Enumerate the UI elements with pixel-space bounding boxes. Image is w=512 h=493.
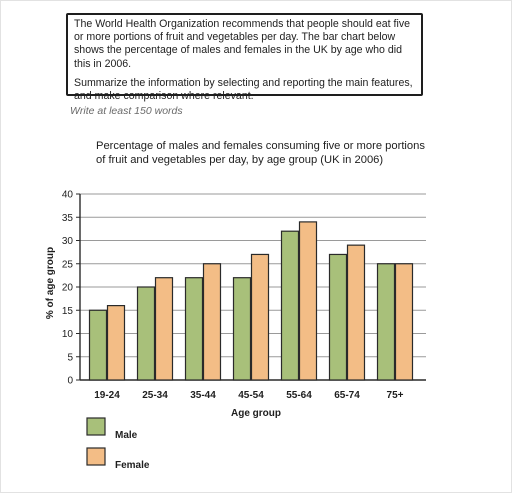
y-tick-label: 15 xyxy=(62,306,74,317)
bar-male-35-44 xyxy=(184,277,204,381)
y-axis-title: % of age group xyxy=(45,247,56,319)
x-axis-title: Age group xyxy=(231,408,281,419)
y-tick-label: 40 xyxy=(62,190,74,201)
bar-male-55-64 xyxy=(280,230,300,381)
bar-male-65-74 xyxy=(328,253,348,381)
task-prompt-box: The World Health Organization recommends… xyxy=(66,13,423,102)
bar-male-25-34 xyxy=(136,286,156,381)
bar-female-25-34 xyxy=(154,277,174,381)
x-tick-label: 75+ xyxy=(387,390,404,401)
y-tick-label: 0 xyxy=(67,376,73,387)
y-tick-label: 10 xyxy=(62,329,74,340)
chart-title: Percentage of males and females consumin… xyxy=(96,140,425,166)
x-tick-label: 65-74 xyxy=(334,390,360,401)
legend: Male Female xyxy=(86,417,150,471)
x-tick-label: 19-24 xyxy=(94,390,120,401)
y-tick-label: 5 xyxy=(67,352,73,363)
bar-female-45-54 xyxy=(250,253,270,381)
legend-swatch-male xyxy=(86,417,106,436)
bar-female-55-64 xyxy=(298,221,318,381)
bar-male-19-24 xyxy=(88,309,108,381)
y-tick-label: 35 xyxy=(62,213,74,224)
word-count-instruction: Write at least 150 words xyxy=(70,105,183,117)
y-tick-label: 30 xyxy=(62,236,74,247)
legend-label-male: Male xyxy=(115,430,138,441)
task-paragraph-2: Summarize the information by selecting a… xyxy=(74,76,413,103)
y-axis-ticks: 0 5 10 15 20 25 30 35 40 xyxy=(62,190,81,387)
legend-label-female: Female xyxy=(115,460,150,471)
x-axis-ticks: 19-24 25-34 35-44 45-54 55-64 65-74 75+ xyxy=(94,390,403,401)
bar-female-19-24 xyxy=(106,305,126,381)
bar-male-75+ xyxy=(376,263,396,381)
legend-swatch-female xyxy=(86,447,106,466)
bar-male-45-54 xyxy=(232,277,252,381)
bar-female-75+ xyxy=(394,263,414,381)
x-tick-label: 35-44 xyxy=(190,390,216,401)
x-tick-label: 45-54 xyxy=(238,390,264,401)
x-tick-label: 25-34 xyxy=(142,390,168,401)
bar-female-35-44 xyxy=(202,263,222,381)
y-tick-label: 20 xyxy=(62,283,74,294)
y-tick-label: 25 xyxy=(62,259,74,270)
task-paragraph-1: The World Health Organization recommends… xyxy=(74,18,411,70)
x-tick-label: 55-64 xyxy=(286,390,312,401)
bar-female-65-74 xyxy=(346,244,366,381)
bars xyxy=(88,221,414,381)
